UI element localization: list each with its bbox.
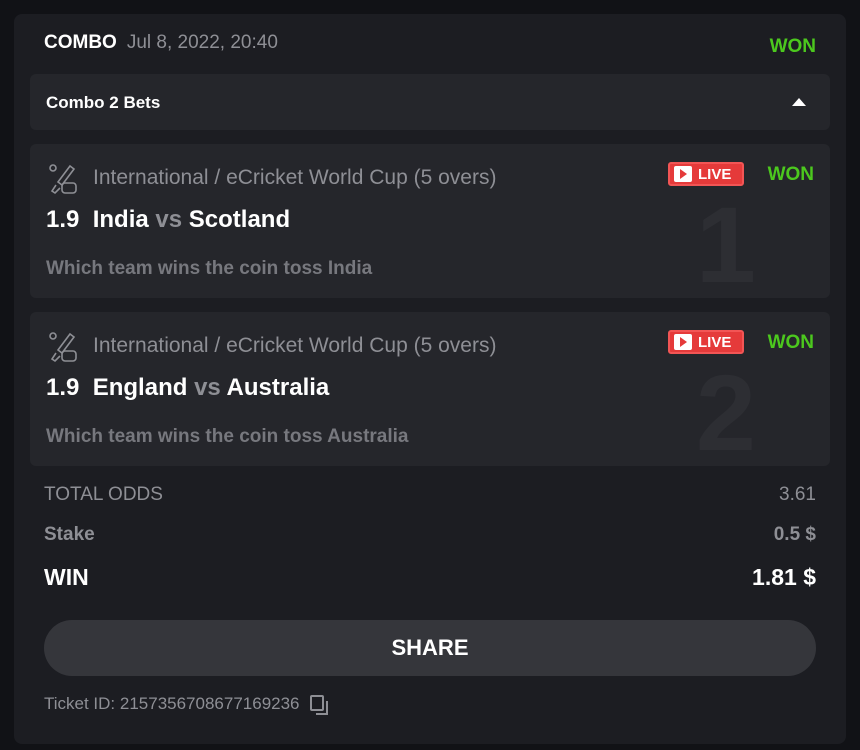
win-row: WIN 1.81 $ <box>44 564 816 591</box>
caret-up-icon[interactable] <box>792 98 806 106</box>
away-team: Scotland <box>188 206 291 233</box>
bet-number: 1 <box>695 192 756 298</box>
bet-status: WON <box>767 332 814 353</box>
share-button[interactable]: SHARE <box>44 620 816 676</box>
live-badge: LIVE <box>668 162 744 186</box>
league-name: International / eCricket World Cup (5 ov… <box>93 334 497 357</box>
bet-ticket-card: COMBO Jul 8, 2022, 20:40 WON Combo 2 Bets… <box>14 14 846 744</box>
bet-item: 1 International / eCricket World Cup (5 … <box>30 144 830 298</box>
ticket-status: WON <box>769 36 816 57</box>
league-name: International / eCricket World Cup (5 ov… <box>93 166 497 189</box>
combo-title: Combo 2 Bets <box>46 93 161 112</box>
ticket-id: Ticket ID: 2157356708677169236 <box>44 694 328 715</box>
odds: 1.9 <box>46 206 80 233</box>
live-badge: LIVE <box>668 330 744 354</box>
combo-toggle[interactable]: Combo 2 Bets <box>30 74 830 130</box>
match: 1.9 England vs Australia <box>46 374 329 402</box>
stake-value: 0.5 $ <box>773 524 816 545</box>
stake-row: Stake 0.5 $ <box>44 524 816 546</box>
away-team: Australia <box>226 374 330 401</box>
bet-status: WON <box>767 164 814 185</box>
home-team: England <box>92 374 188 401</box>
live-label: LIVE <box>698 166 732 183</box>
bet-market: Which team wins the coin toss India <box>46 258 373 279</box>
cricket-gaming-icon <box>49 332 77 363</box>
win-value: 1.81 $ <box>752 564 816 590</box>
cricket-gaming-icon <box>49 164 77 195</box>
home-team: India <box>92 206 149 233</box>
play-icon <box>674 166 692 182</box>
stake-label: Stake <box>44 524 95 545</box>
total-odds-value: 3.61 <box>779 484 816 505</box>
total-odds-label: TOTAL ODDS <box>44 484 163 505</box>
play-icon <box>674 334 692 350</box>
odds: 1.9 <box>46 374 80 401</box>
bet-item: 2 International / eCricket World Cup (5 … <box>30 312 830 466</box>
match: 1.9 India vs Scotland <box>46 206 290 234</box>
bet-number: 2 <box>695 360 756 466</box>
ticket-id-text: Ticket ID: 2157356708677169236 <box>44 694 300 713</box>
bet-date: Jul 8, 2022, 20:40 <box>126 32 278 53</box>
bet-type: COMBO <box>44 32 117 53</box>
total-odds-row: TOTAL ODDS 3.61 <box>44 484 816 506</box>
bet-market: Which team wins the coin toss Australia <box>46 426 409 447</box>
vs-label: vs <box>155 206 183 233</box>
live-label: LIVE <box>698 334 732 351</box>
vs-label: vs <box>194 374 221 401</box>
ticket-header: COMBO Jul 8, 2022, 20:40 <box>44 32 278 54</box>
win-label: WIN <box>44 564 89 590</box>
copy-icon[interactable] <box>309 695 328 715</box>
